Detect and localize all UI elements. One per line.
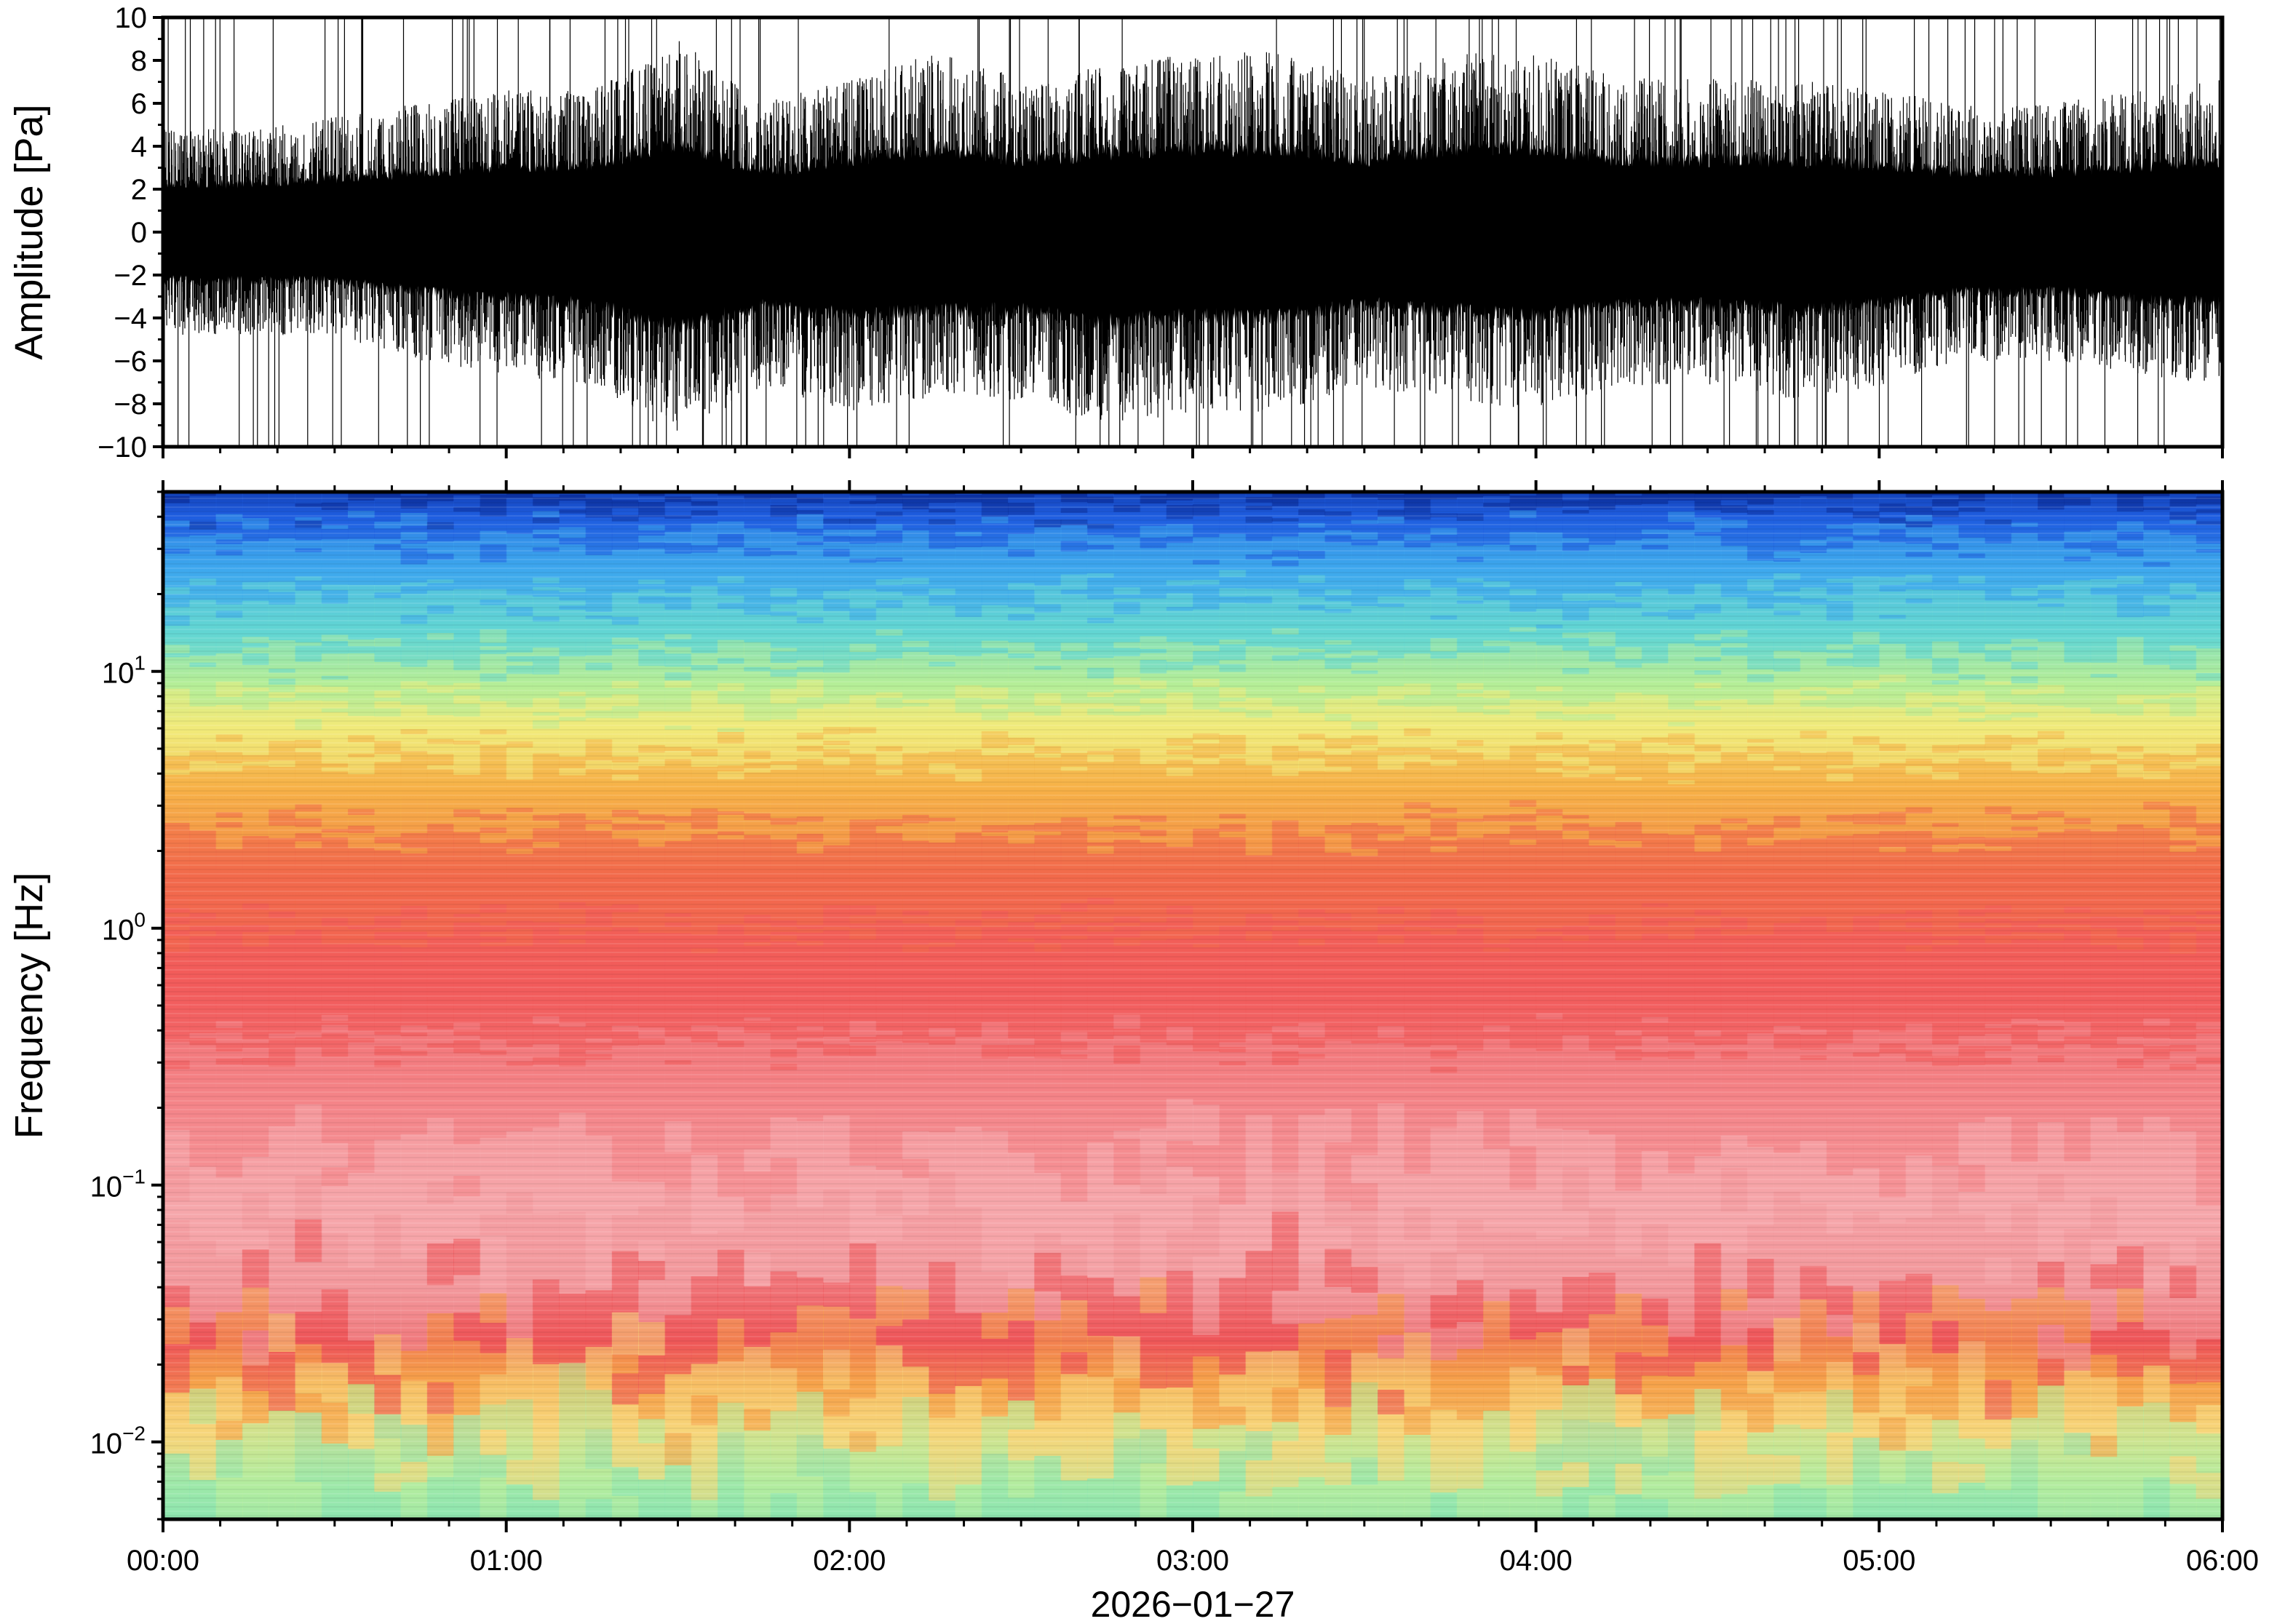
amplitude-tick-label: 6 (131, 88, 147, 120)
amplitude-tick-label: −4 (114, 303, 147, 335)
amplitude-tick-label: −8 (114, 389, 147, 421)
amplitude-tick-label: 10 (115, 2, 148, 34)
amplitude-tick-label: −2 (114, 260, 147, 292)
amplitude-axis-label: Amplitude [Pa] (7, 104, 51, 359)
amplitude-tick-label: 0 (131, 217, 147, 249)
amplitude-tick-label: −10 (98, 431, 147, 463)
waveform-panel: 10 8 6 4 2 0 −2 −4 −6 −8 −10 Amplitude [Pa] (7, 2, 2225, 463)
waveform-trace (163, 17, 2222, 447)
amplitude-tick-label: 2 (131, 174, 147, 206)
waveform-spikes (163, 17, 2222, 447)
amplitude-tick-label: −6 (114, 346, 147, 378)
waveform-x-ticks (162, 447, 2224, 458)
amplitude-tick-label: 4 (131, 131, 147, 163)
waveform-y-axis: 10 8 6 4 2 0 −2 −4 −6 −8 −10 (98, 2, 163, 463)
amplitude-tick-label: 8 (131, 45, 147, 77)
spectrogram-heatmap (163, 492, 2222, 1519)
